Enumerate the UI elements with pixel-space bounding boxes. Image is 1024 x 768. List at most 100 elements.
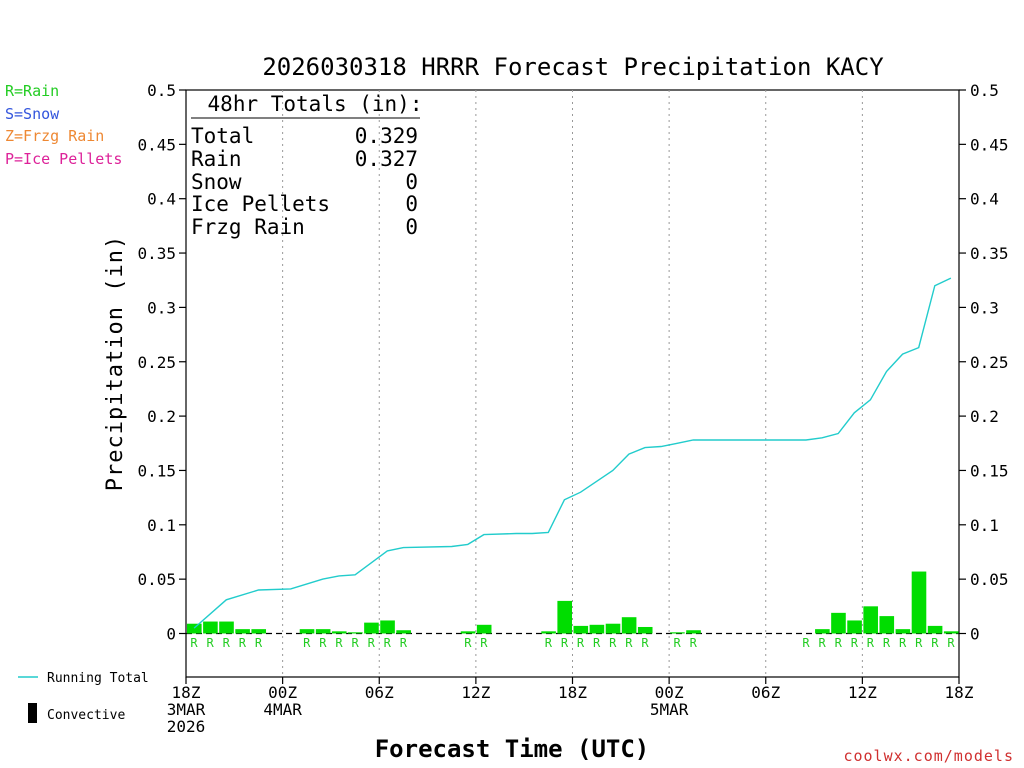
totals-label-snow: Snow xyxy=(191,170,242,194)
precip-bar xyxy=(686,630,701,634)
x-tick-label: 12Z xyxy=(461,683,490,702)
ptype-marker: R xyxy=(818,636,826,650)
ptype-marker: R xyxy=(947,636,955,650)
y-tick-label-right: 0.1 xyxy=(970,516,999,535)
ptype-legend: R=Rain S=Snow Z=Frzg Rain P=Ice Pellets xyxy=(5,82,122,168)
y-tick-label-right: 0.35 xyxy=(970,244,1009,263)
precip-bar xyxy=(476,624,492,634)
y-tick-label-right: 0.45 xyxy=(970,135,1009,154)
ptype-marker: R xyxy=(690,636,698,650)
running-total-line xyxy=(193,277,952,629)
ptype-marker: R xyxy=(335,636,343,650)
precip-bar xyxy=(879,616,895,634)
precip-bar xyxy=(187,623,202,634)
ptype-legend-snow: S=Snow xyxy=(5,105,60,123)
y-axis-left: 0 0.05 0.1 0.15 0.2 0.25 0.3 0.35 0.4 0.45 0.5 xyxy=(137,81,186,644)
y-tick-label: 0.2 xyxy=(147,407,176,426)
vertical-gridlines xyxy=(282,90,863,677)
totals-value-ice-pellets: 0 xyxy=(405,192,418,216)
ptype-marker: R xyxy=(915,636,923,650)
x-tick-label: 12Z xyxy=(848,683,877,702)
ptype-marker: R xyxy=(883,636,891,650)
y-tick-label: 0.1 xyxy=(147,516,176,535)
precip-bar xyxy=(299,629,315,634)
totals-label-frzg-rain: Frzg Rain xyxy=(191,215,305,239)
ptype-marker: R xyxy=(303,636,311,650)
ptype-marker: R xyxy=(593,636,601,650)
y-tick-label: 0.05 xyxy=(137,570,176,589)
x-tick-label: 00Z xyxy=(268,683,297,702)
x-tick-label: 06Z xyxy=(751,683,780,702)
ptype-marker: R xyxy=(384,636,392,650)
convective-legend-label: Convective xyxy=(47,708,125,723)
totals-label-total: Total xyxy=(191,124,254,148)
x-tick-label: 18Z xyxy=(945,683,974,702)
precip-bar xyxy=(203,621,218,634)
y-tick-label-right: 0.05 xyxy=(970,570,1009,589)
precip-bar xyxy=(863,606,878,634)
ptype-marker: R xyxy=(609,636,617,650)
ptype-marker: R xyxy=(223,636,231,650)
precip-bar xyxy=(364,622,379,634)
precip-bar xyxy=(396,630,411,634)
totals-label-rain: Rain xyxy=(191,147,242,171)
precip-bar xyxy=(573,625,589,634)
y-tick-label: 0.35 xyxy=(137,244,176,263)
totals-box: 48hr Totals (in): Total 0.329 Rain 0.327… xyxy=(191,92,422,239)
totals-value-snow: 0 xyxy=(405,170,418,194)
precip-bar xyxy=(831,612,846,634)
ptype-marker: R xyxy=(674,636,682,650)
precip-bar xyxy=(380,620,395,634)
ptype-marker: R xyxy=(239,636,247,650)
y-tick-label: 0.4 xyxy=(147,190,176,209)
x-tick-label: 00Z xyxy=(655,683,684,702)
x-tick-label: 3MAR xyxy=(167,700,206,719)
ptype-marker: R xyxy=(400,636,408,650)
precip-bar xyxy=(235,629,250,634)
y-tick-label: 0.45 xyxy=(137,135,176,154)
precip-bar xyxy=(911,571,927,634)
precip-bar xyxy=(541,631,556,634)
ptype-marker: R xyxy=(641,636,649,650)
series-legend: Running Total Convective xyxy=(18,671,149,723)
precip-bar xyxy=(927,625,943,634)
precip-bar xyxy=(670,632,685,634)
y-tick-label: 0.5 xyxy=(147,81,176,100)
ptype-marker: R xyxy=(207,636,215,650)
totals-value-rain: 0.327 xyxy=(355,147,418,171)
x-tick-label: 4MAR xyxy=(263,700,302,719)
precip-bar xyxy=(219,621,234,634)
ptype-marker: R xyxy=(255,636,263,650)
ptype-marker: R xyxy=(577,636,585,650)
running-total-legend-label: Running Total xyxy=(47,671,149,686)
ptype-legend-ice-pellets: P=Ice Pellets xyxy=(5,150,122,168)
precip-bars xyxy=(187,571,959,634)
ptype-marker: R xyxy=(899,636,907,650)
y-tick-label: 0.3 xyxy=(147,298,176,317)
ptype-marker: R xyxy=(835,636,843,650)
precip-bar xyxy=(460,631,476,634)
precip-bar xyxy=(621,617,637,634)
precip-bar xyxy=(637,626,653,634)
x-tick-label: 5MAR xyxy=(650,700,689,719)
y-axis-right: 0 0.05 0.1 0.15 0.2 0.25 0.3 0.35 0.4 0.45 0.5 xyxy=(959,81,1009,644)
x-axis-label: Forecast Time (UTC) xyxy=(375,735,650,763)
ptype-legend-rain: R=Rain xyxy=(5,82,59,100)
y-tick-label-right: 0.25 xyxy=(970,353,1009,372)
x-tick-label: 2026 xyxy=(167,717,206,736)
precip-bar xyxy=(251,629,267,634)
ptype-marker: R xyxy=(802,636,810,650)
y-tick-label: 0 xyxy=(166,625,176,644)
totals-header: 48hr Totals (in): xyxy=(208,92,423,116)
credit-text: coolwx.com/models xyxy=(843,747,1014,765)
ptype-marker: R xyxy=(851,636,859,650)
y-tick-label: 0.15 xyxy=(137,461,176,480)
ptype-marker: R xyxy=(480,636,488,650)
ptype-marker: R xyxy=(190,636,198,650)
ptype-marker: R xyxy=(464,636,472,650)
ptype-marker: R xyxy=(561,636,569,650)
ptype-marker: R xyxy=(368,636,376,650)
precip-bar xyxy=(847,620,862,634)
ptype-marker: R xyxy=(625,636,633,650)
